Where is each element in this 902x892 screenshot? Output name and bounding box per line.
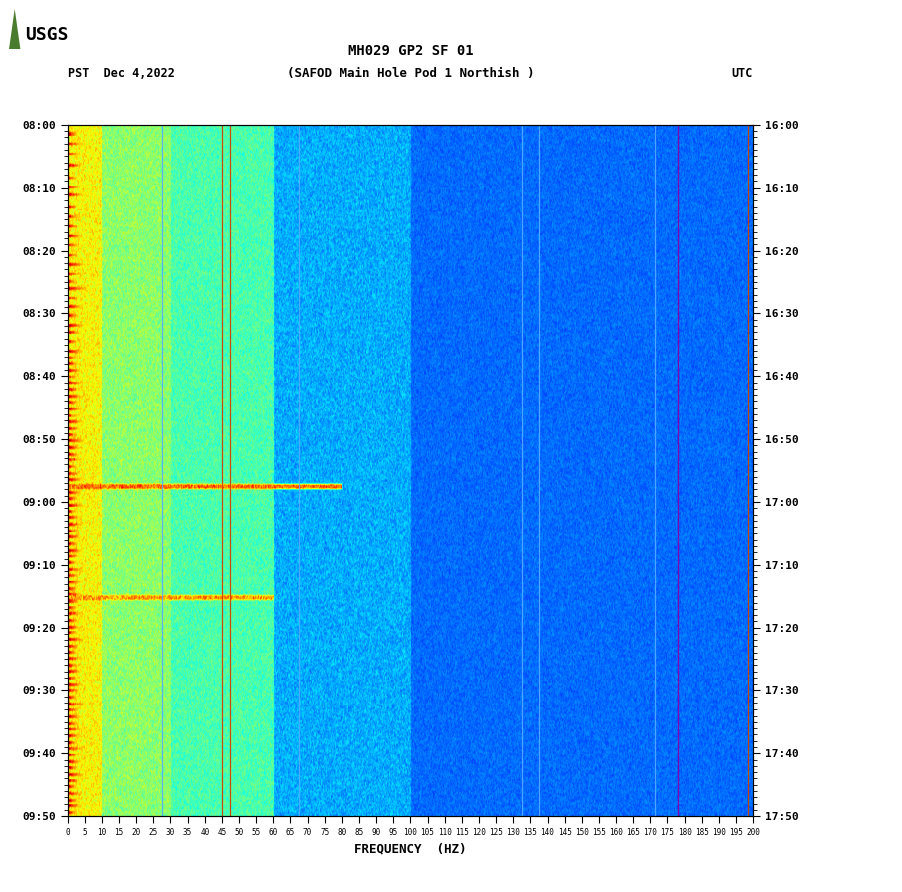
Text: USGS: USGS bbox=[25, 26, 69, 44]
Polygon shape bbox=[9, 9, 21, 49]
Text: MH029 GP2 SF 01: MH029 GP2 SF 01 bbox=[347, 44, 474, 58]
X-axis label: FREQUENCY  (HZ): FREQUENCY (HZ) bbox=[354, 843, 466, 855]
Text: UTC: UTC bbox=[732, 67, 753, 80]
Text: (SAFOD Main Hole Pod 1 Northish ): (SAFOD Main Hole Pod 1 Northish ) bbox=[287, 67, 534, 80]
Text: PST  Dec 4,2022: PST Dec 4,2022 bbox=[68, 67, 174, 80]
